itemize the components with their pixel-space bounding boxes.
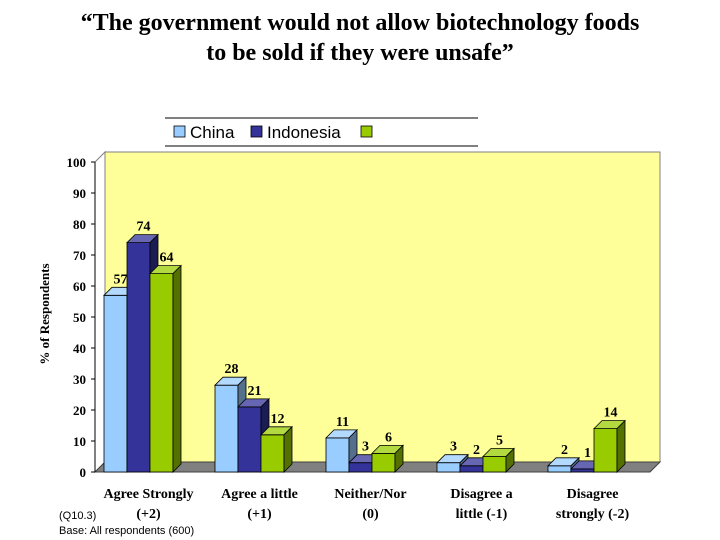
bar-value-label: 11 xyxy=(336,415,349,430)
bar-front xyxy=(103,294,128,473)
bar xyxy=(260,425,293,473)
x-tick-label: little (-1) xyxy=(456,507,508,522)
x-tick-label: (0) xyxy=(362,507,379,522)
chart-title-line-1: “The government would not allow biotechn… xyxy=(80,10,640,36)
y-tick-label: 0 xyxy=(80,465,87,480)
legend: China Indonesia xyxy=(165,117,478,147)
bar-value-label: 14 xyxy=(604,406,618,421)
bar xyxy=(149,264,182,473)
legend-label: China xyxy=(190,123,235,142)
y-tick-label: 10 xyxy=(73,434,86,449)
y-tick-label: 60 xyxy=(73,279,86,294)
y-tick-label: 30 xyxy=(73,372,86,387)
legend-swatch xyxy=(250,125,263,138)
legend-swatch xyxy=(173,125,186,138)
bar-front xyxy=(436,462,461,473)
bar-front xyxy=(149,273,174,473)
bar-side xyxy=(394,444,404,473)
bar-front xyxy=(348,462,373,473)
bar xyxy=(482,447,515,473)
x-tick-label: Neither/Nor xyxy=(334,487,406,502)
bar-value-label: 57 xyxy=(114,272,128,287)
y-tick-label: 90 xyxy=(73,186,86,201)
plot-side-wall xyxy=(94,150,106,474)
footnote-question: (Q10.3) xyxy=(59,510,97,522)
x-tick-label: Disagree xyxy=(567,487,619,502)
bar-value-label: 3 xyxy=(362,440,369,455)
y-tick-label: 50 xyxy=(73,310,86,325)
bar xyxy=(371,444,404,473)
bar-value-label: 5 xyxy=(496,434,503,449)
y-axis: 0 10 20 30 40 50 60 70 80 90 100 xyxy=(67,155,96,480)
bar-value-label: 74 xyxy=(137,220,151,235)
bar-value-label: 2 xyxy=(561,443,568,458)
y-tick-label: 20 xyxy=(73,403,86,418)
footnote: (Q10.3) Base: All respondents (600) xyxy=(59,509,194,539)
x-tick-label: Agree Strongly xyxy=(103,487,193,502)
bar xyxy=(593,419,626,473)
bar-front xyxy=(459,465,484,473)
bar-front xyxy=(593,428,618,473)
bar-front xyxy=(570,468,595,473)
x-tick-label: (+2) xyxy=(136,507,161,522)
bar-value-label: 2 xyxy=(473,443,480,458)
bar-value-label: 21 xyxy=(248,384,262,399)
bar-front xyxy=(371,452,396,473)
bar-side xyxy=(616,419,626,473)
footnote-base: Base: All respondents (600) xyxy=(59,525,195,537)
bar-front xyxy=(547,465,572,473)
x-tick-label: (+1) xyxy=(247,507,272,522)
y-tick-label: 100 xyxy=(67,155,87,170)
bar-value-label: 3 xyxy=(450,440,457,455)
x-tick-label: strongly (-2) xyxy=(556,507,630,522)
x-tick-label: Disagree a xyxy=(450,487,512,502)
bar-side xyxy=(172,264,182,473)
bar-front xyxy=(260,434,285,473)
y-axis-label: % of Respondents xyxy=(37,263,52,364)
bar-front xyxy=(325,437,350,473)
x-axis-labels: Agree Strongly (+2) Agree a little (+1) Neit… xyxy=(103,487,629,522)
chart-title-line-2: to be sold if they were unsafe” xyxy=(206,40,514,66)
bar-value-label: 1 xyxy=(584,446,591,461)
y-tick-label: 80 xyxy=(73,217,86,232)
bar-front xyxy=(126,242,151,473)
plot-background xyxy=(104,151,661,463)
y-tick-label: 70 xyxy=(73,248,86,263)
y-tick-label: 40 xyxy=(73,341,86,356)
bar-front xyxy=(237,406,262,473)
bar-front xyxy=(214,384,239,473)
bar-value-label: 12 xyxy=(271,412,285,427)
bar-value-label: 28 xyxy=(225,362,239,377)
legend-swatch xyxy=(360,125,373,138)
bar-value-label: 6 xyxy=(385,430,392,445)
bar-side xyxy=(505,447,515,473)
bar-side xyxy=(283,425,293,473)
x-tick-label: Agree a little xyxy=(221,487,298,502)
bar-front xyxy=(482,456,507,473)
bar-value-label: 64 xyxy=(160,251,174,266)
legend-label: Indonesia xyxy=(267,123,341,142)
chart-title: “The government would not allow biotechn… xyxy=(0,8,720,68)
